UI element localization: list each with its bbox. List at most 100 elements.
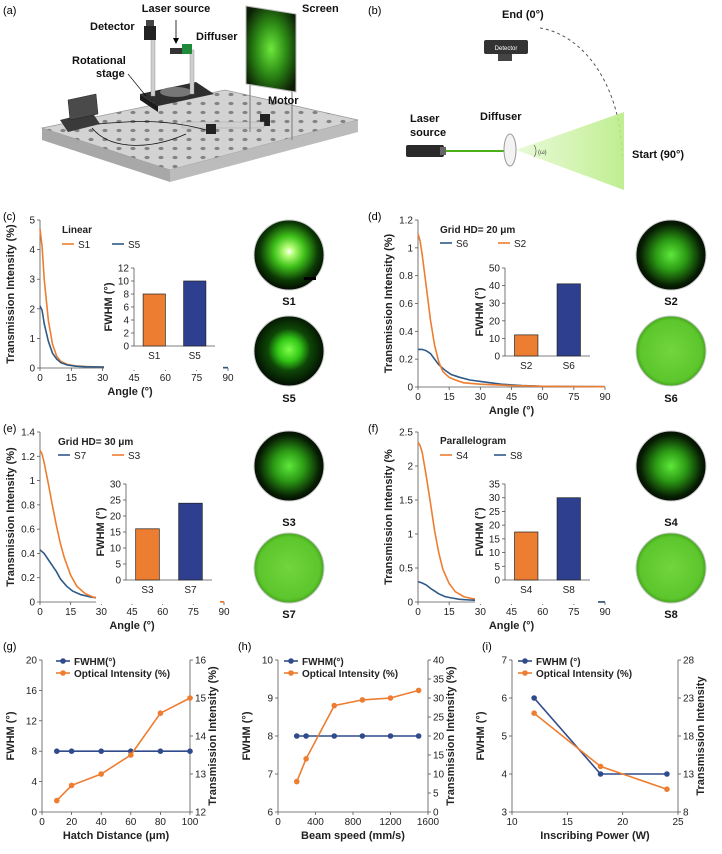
x-axis-title: Hatch Distance (μm) — [63, 830, 170, 842]
y-tick-label: 2 — [407, 462, 413, 473]
inset-y-tick-label: 40 — [489, 281, 501, 292]
data-point-FWHM(°) — [68, 748, 75, 754]
inset-bar-S7 — [178, 502, 203, 581]
y-tick-label: 1 — [29, 334, 35, 345]
x-tick-label: 90 — [599, 607, 611, 618]
y-tick-label: 12 — [26, 716, 38, 727]
y-tick-label: 16 — [26, 686, 38, 697]
inset-y-tick-label: 20 — [489, 316, 501, 327]
inset-x-tick-label: S3 — [141, 585, 154, 596]
y-tick-label: 7 — [267, 770, 273, 781]
inset-x-tick-label: S5 — [189, 351, 202, 362]
label-diffuser: Diffuser — [196, 31, 238, 43]
y-tick-label: 1.4 — [21, 428, 35, 439]
legend-marker — [60, 658, 66, 664]
chart-e: (e) 0 15 30 45 60 75 90 0 0.2 0.4 0.6 0.8 1 1.2 1.4 Angl… — [3, 423, 230, 632]
inset-y-axis-title: FWHM (°) — [103, 282, 115, 331]
y2-tick-label: 28 — [683, 656, 695, 667]
panel-a-setup: (a) — [3, 3, 359, 182]
y2-tick-label: 15 — [433, 751, 445, 762]
y2-tick-label: 30 — [433, 694, 445, 705]
legend-marker — [288, 658, 294, 664]
panel-letter-i: (i) — [482, 641, 492, 653]
data-point-FWHM(°) — [415, 733, 422, 739]
y-tick-label: 0.8 — [21, 500, 35, 511]
x-tick-label: 90 — [222, 373, 234, 384]
y-tick-label: 2.5 — [399, 428, 413, 439]
x-tick-label: 10 — [506, 817, 518, 828]
x-tick-label: 30 — [475, 392, 487, 403]
inset-y-tick-label: 20 — [489, 521, 501, 532]
data-point-FWHM(°) — [387, 733, 394, 739]
inset-x-tick-label: S4 — [520, 585, 533, 596]
legend-label: FWHM(°) — [302, 657, 344, 668]
x-tick-label: 75 — [568, 392, 580, 403]
y-tick-label: 0 — [407, 598, 413, 609]
chart-f: (f) 0 15 30 45 60 75 90 0 0.5 1 1.5 2 2.5 Angle (°) Tra… — [368, 423, 611, 632]
panel-b-schematic: (b) Detector (ω) End (0°) Laser source D… — [368, 5, 684, 190]
inset-y-tick-label: 0 — [494, 352, 500, 363]
inset-y-tick-label: 20 — [110, 512, 122, 523]
y-tick-label: 3 — [501, 808, 507, 819]
legend-label: Optical Intensity (%) — [302, 669, 398, 680]
inset-x-tick-label: S8 — [563, 585, 576, 596]
inset-y-tick-label: 5 — [115, 560, 121, 571]
label-laser: Laser — [410, 113, 440, 125]
data-point-Optical Intensity (%) — [597, 763, 604, 770]
data-point-Optical Intensity (%) — [68, 782, 75, 789]
legend-marker — [288, 670, 294, 676]
legend-label: S7 — [74, 451, 87, 462]
inset-y-axis-title: FWHM (°) — [474, 507, 486, 556]
x-tick-label: 0 — [275, 817, 281, 828]
x-tick-label: 400 — [307, 817, 324, 828]
legend-label: S1 — [78, 240, 91, 251]
series-line-Optical Intensity (%) — [56, 697, 191, 802]
inset-bar-chart: 0 10 20 30 40 50 S2 S6 FWHM (°) — [474, 260, 598, 380]
inset-y-tick-label: 35 — [489, 480, 501, 491]
spot-image-s8 — [635, 532, 707, 604]
inset-bar-S8 — [556, 497, 581, 581]
spot-label-s3: S3 — [282, 517, 295, 529]
inset-x-tick-label: S2 — [520, 361, 533, 372]
spot-images: S1 S5 S2 S6 S3 S7 S4 S8 — [253, 219, 707, 621]
y2-tick-label: 12 — [195, 808, 207, 819]
inset-y-tick-label: 10 — [110, 544, 122, 555]
inset-bar-chart: 0 2 4 6 8 10 12 S1 S5 FWHM (°) — [103, 260, 223, 370]
y-axis-title: Transmission Intensity (% — [383, 449, 395, 585]
x-tick-label: 100 — [182, 817, 199, 828]
y-tick-label: 4 — [29, 245, 35, 256]
legend-label: S3 — [128, 451, 141, 462]
x-tick-label: 60 — [125, 817, 137, 828]
y2-axis-title: Transmission Intensity — [695, 676, 707, 796]
legend-marker — [522, 658, 528, 664]
data-point-Optical Intensity (%) — [303, 756, 309, 762]
panel-letter-h: (h) — [238, 641, 251, 653]
y-tick-label: 0.5 — [399, 564, 413, 575]
spot-image-s2 — [635, 219, 707, 291]
data-point-Optical Intensity (%) — [359, 697, 366, 703]
data-point-Optical Intensity (%) — [387, 695, 394, 701]
laser-source-cylinder — [406, 145, 446, 157]
y-axis-title: Transmission Intensity (%) — [5, 447, 17, 587]
y-tick-label: 1 — [407, 530, 413, 541]
x-tick-label: 60 — [157, 607, 169, 618]
x-tick-label: 20 — [66, 817, 78, 828]
x-tick-label: 0 — [39, 817, 45, 828]
inset-y-tick-label: 10 — [489, 548, 501, 559]
data-point-FWHM(°) — [187, 748, 193, 754]
data-point-Optical Intensity (%) — [187, 695, 193, 701]
y-tick-label: 0.4 — [21, 549, 35, 560]
panel-letter-d: (d) — [368, 211, 381, 223]
y-tick-label: 0.2 — [399, 355, 413, 366]
data-point-FWHM (°) — [664, 771, 670, 777]
spot-label-s2: S2 — [664, 296, 677, 308]
inset-bar-S5 — [183, 280, 207, 347]
x-tick-label: 90 — [599, 392, 611, 403]
inset-y-tick-label: 10 — [118, 277, 130, 288]
inset-y-tick-label: 30 — [489, 493, 501, 504]
x-tick-label: 45 — [128, 373, 140, 384]
label-stage: stage — [96, 68, 125, 80]
chart-h: (h) 0 400 800 1200 1600 6 7 8 9 10 0 5 10 15 20 25 30 35 40… — [238, 641, 457, 842]
x-tick-label: 75 — [568, 607, 580, 618]
x-axis-title: Angle (°) — [489, 620, 535, 632]
